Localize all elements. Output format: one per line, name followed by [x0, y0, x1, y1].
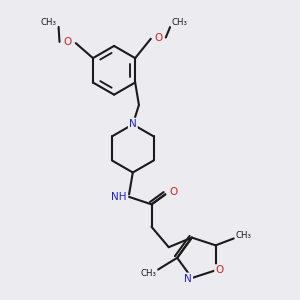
- Text: O: O: [154, 32, 163, 43]
- Text: CH₃: CH₃: [172, 18, 188, 27]
- Text: O: O: [215, 265, 223, 275]
- Text: N: N: [129, 119, 137, 129]
- Text: CH₃: CH₃: [140, 269, 156, 278]
- Text: O: O: [63, 37, 71, 47]
- Text: N: N: [184, 274, 192, 284]
- Text: NH: NH: [111, 192, 127, 202]
- Text: CH₃: CH₃: [236, 231, 252, 240]
- Text: CH₃: CH₃: [40, 18, 57, 27]
- Text: O: O: [169, 187, 178, 197]
